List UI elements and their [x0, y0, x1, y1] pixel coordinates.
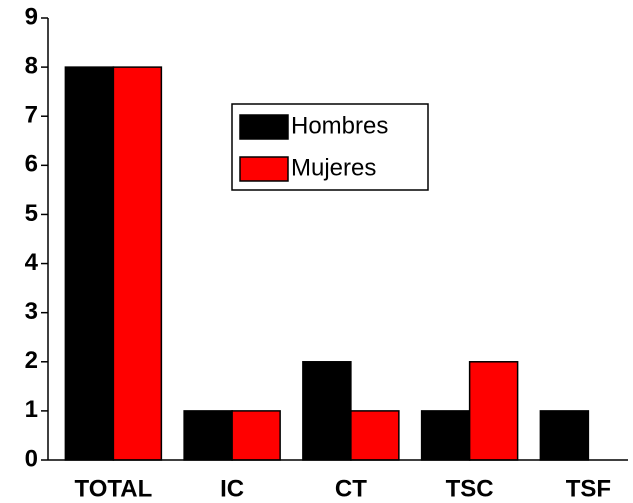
bar	[64, 66, 115, 461]
y-tick-label: 8	[25, 52, 38, 79]
x-tick-label: TSF	[566, 475, 611, 502]
legend-swatch	[239, 156, 289, 182]
y-tick-label: 6	[25, 151, 38, 178]
bar	[468, 361, 519, 461]
x-tick-label: TSC	[446, 475, 494, 502]
y-tick-label: 5	[25, 200, 38, 227]
x-tick-label: CT	[335, 475, 367, 502]
bar	[183, 410, 233, 461]
y-tick-label: 2	[25, 347, 38, 374]
bar	[302, 361, 352, 461]
bar	[112, 66, 163, 461]
legend-swatch	[239, 114, 289, 140]
legend-label: Mujeres	[291, 154, 376, 181]
y-tick-label: 0	[25, 445, 38, 472]
bar	[539, 410, 590, 461]
bar	[350, 410, 400, 461]
y-tick-label: 7	[25, 102, 38, 129]
legend-label: Hombres	[291, 112, 388, 139]
bar	[420, 410, 471, 461]
y-tick-label: 4	[25, 249, 39, 276]
x-tick-label: TOTAL	[74, 475, 152, 502]
y-tick-label: 9	[25, 3, 38, 30]
x-tick-label: IC	[220, 475, 244, 502]
y-tick-label: 3	[25, 298, 38, 325]
bar	[231, 410, 281, 461]
y-tick-label: 1	[25, 396, 38, 423]
